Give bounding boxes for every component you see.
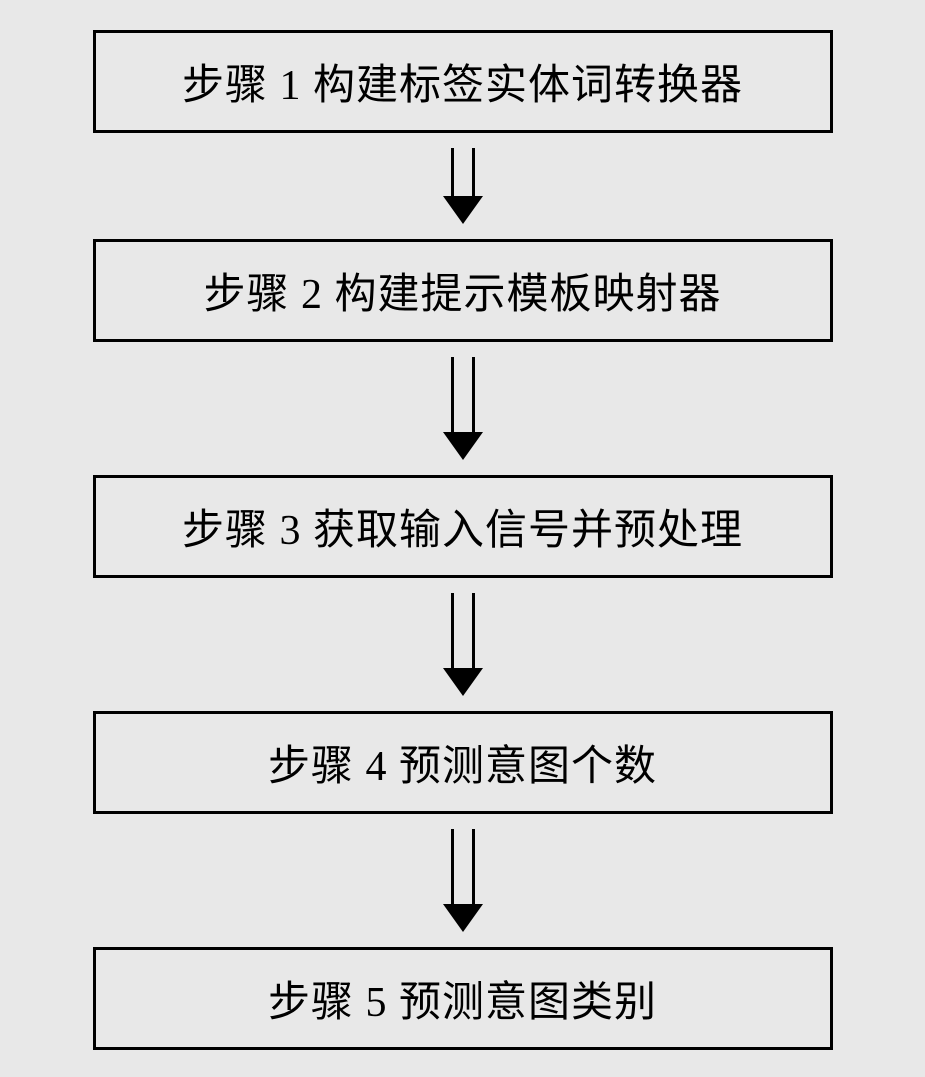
arrow-shaft-4	[451, 829, 475, 904]
arrow-shaft-1	[451, 148, 475, 196]
arrow-head-3	[443, 668, 483, 696]
step-box-1: 步骤 1 构建标签实体词转换器	[93, 30, 833, 133]
arrow-2	[443, 357, 483, 460]
arrow-3	[443, 593, 483, 696]
arrow-shaft-2	[451, 357, 475, 432]
step-text-2: 步骤 2 构建提示模板映射器	[203, 260, 721, 321]
step-text-4: 步骤 4 预测意图个数	[268, 732, 657, 793]
step-text-1: 步骤 1 构建标签实体词转换器	[182, 51, 743, 112]
step-text-5: 步骤 5 预测意图类别	[268, 968, 657, 1029]
flowchart-container: 步骤 1 构建标签实体词转换器 步骤 2 构建提示模板映射器 步骤 3 获取输入…	[0, 30, 925, 1050]
step-text-3: 步骤 3 获取输入信号并预处理	[182, 496, 743, 557]
step-box-5: 步骤 5 预测意图类别	[93, 947, 833, 1050]
step-box-2: 步骤 2 构建提示模板映射器	[93, 239, 833, 342]
arrow-head-1	[443, 196, 483, 224]
arrow-head-2	[443, 432, 483, 460]
step-box-4: 步骤 4 预测意图个数	[93, 711, 833, 814]
arrow-4	[443, 829, 483, 932]
arrow-1	[443, 148, 483, 224]
arrow-head-4	[443, 904, 483, 932]
arrow-shaft-3	[451, 593, 475, 668]
step-box-3: 步骤 3 获取输入信号并预处理	[93, 475, 833, 578]
